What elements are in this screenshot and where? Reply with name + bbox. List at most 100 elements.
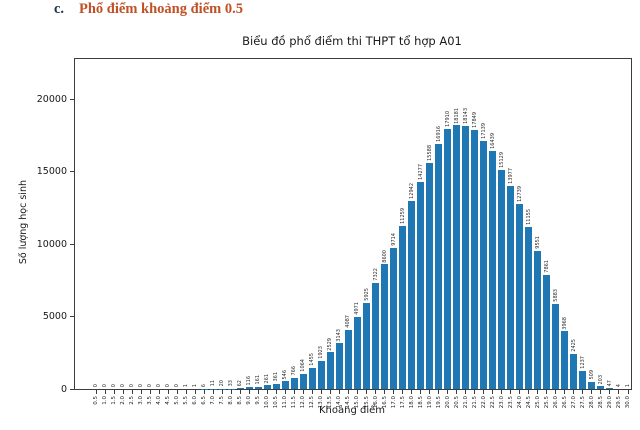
bar-value-label: 1064 xyxy=(300,358,307,372)
bar-value-label: 9551 xyxy=(534,235,541,249)
x-tick xyxy=(329,389,331,394)
bar-value-label: 0 xyxy=(174,383,181,387)
x-tick xyxy=(356,389,358,394)
x-tick xyxy=(266,389,268,394)
x-tick xyxy=(447,389,449,394)
bar xyxy=(462,125,470,389)
bar-value-label: 6 xyxy=(201,383,208,387)
y-tick xyxy=(70,243,75,245)
x-tick xyxy=(230,389,232,394)
bar-value-label: 4 xyxy=(615,383,622,387)
bar xyxy=(236,388,244,389)
x-tick xyxy=(212,389,214,394)
x-tick xyxy=(275,389,277,394)
x-tick xyxy=(149,389,151,394)
bar xyxy=(516,204,524,389)
x-tick xyxy=(311,389,313,394)
bar xyxy=(480,140,488,389)
bar-value-label: 11 xyxy=(210,380,217,387)
x-axis-label: Khoảng điểm xyxy=(318,405,386,416)
x-tick xyxy=(158,389,160,394)
bar-value-label: 16916 xyxy=(435,125,442,142)
bar xyxy=(281,381,289,389)
x-tick-label: 6.5 xyxy=(201,396,208,405)
y-tick xyxy=(70,316,75,317)
y-tick xyxy=(70,171,75,172)
bar-value-label: 17139 xyxy=(480,122,487,139)
bar xyxy=(381,264,389,389)
x-tick xyxy=(221,389,223,394)
bar xyxy=(326,352,334,389)
bar-value-label: 0 xyxy=(102,383,109,387)
bar xyxy=(254,386,262,389)
bar xyxy=(534,250,542,389)
x-tick xyxy=(438,389,440,394)
bar xyxy=(390,248,398,389)
x-tick xyxy=(519,389,521,394)
x-tick xyxy=(555,389,557,394)
x-tick-label: 7.0 xyxy=(210,396,217,405)
x-tick xyxy=(338,389,340,394)
bar xyxy=(317,361,325,389)
bar-value-label: 0 xyxy=(165,383,172,387)
x-tick-label: 2.0 xyxy=(120,396,127,405)
bar xyxy=(417,182,425,389)
x-tick xyxy=(375,389,377,394)
bar-value-label: 203 xyxy=(597,374,604,385)
bar-value-label: 4087 xyxy=(345,315,352,328)
bar xyxy=(344,329,352,389)
chart-title: Biểu đồ phổ điểm thi THPT tổ hợp A01 xyxy=(242,34,462,48)
y-tick-label: 20000 xyxy=(36,93,67,105)
bar-value-label: 1455 xyxy=(309,353,316,366)
bar xyxy=(399,225,407,389)
bar-value-label: 0 xyxy=(120,383,127,387)
bar xyxy=(308,367,316,389)
x-tick-label: 4.0 xyxy=(156,396,163,405)
x-tick xyxy=(456,389,458,394)
bar xyxy=(570,353,578,389)
x-tick xyxy=(411,389,413,394)
y-tick xyxy=(70,388,75,390)
bar xyxy=(372,282,380,389)
bar-value-label: 1923 xyxy=(318,346,325,360)
bar-value-label: 9714 xyxy=(390,233,397,247)
bar-value-label: 4971 xyxy=(354,302,361,315)
bar-value-label: 5925 xyxy=(363,288,370,302)
bar xyxy=(408,201,416,389)
bar xyxy=(507,186,515,389)
x-tick xyxy=(564,389,566,394)
x-tick xyxy=(501,389,503,394)
x-tick-label: 4.5 xyxy=(165,396,172,405)
x-tick-label: 5.5 xyxy=(183,396,190,405)
x-tick xyxy=(546,389,548,394)
bar-value-label: 12739 xyxy=(516,186,523,203)
x-tick-label: 9.0 xyxy=(246,396,253,405)
bar-value-label: 0 xyxy=(147,383,154,387)
bar xyxy=(290,377,298,389)
x-tick-label: 8.0 xyxy=(228,396,235,405)
bar xyxy=(588,381,596,389)
bar xyxy=(561,331,569,389)
x-tick xyxy=(293,389,295,394)
x-tick xyxy=(591,389,593,394)
x-tick xyxy=(582,389,584,394)
x-tick xyxy=(122,389,124,394)
x-tick xyxy=(384,389,386,394)
bar-value-label: 0 xyxy=(138,383,145,387)
bar-value-label: 47 xyxy=(606,379,613,387)
bar-value-label: 1 xyxy=(192,383,199,387)
bar-value-label: 15588 xyxy=(426,145,433,161)
bar xyxy=(245,387,253,389)
y-tick-label: 10000 xyxy=(36,238,67,250)
x-tick xyxy=(257,389,259,394)
bar xyxy=(363,303,370,389)
x-tick-label: 9.5 xyxy=(255,396,262,405)
bar xyxy=(525,227,533,389)
bar-value-label: 0 xyxy=(111,383,118,387)
bar xyxy=(444,129,452,389)
x-tick xyxy=(239,389,241,394)
x-tick xyxy=(618,389,620,394)
bar xyxy=(552,303,560,389)
bar xyxy=(543,275,551,389)
x-tick xyxy=(176,389,178,394)
